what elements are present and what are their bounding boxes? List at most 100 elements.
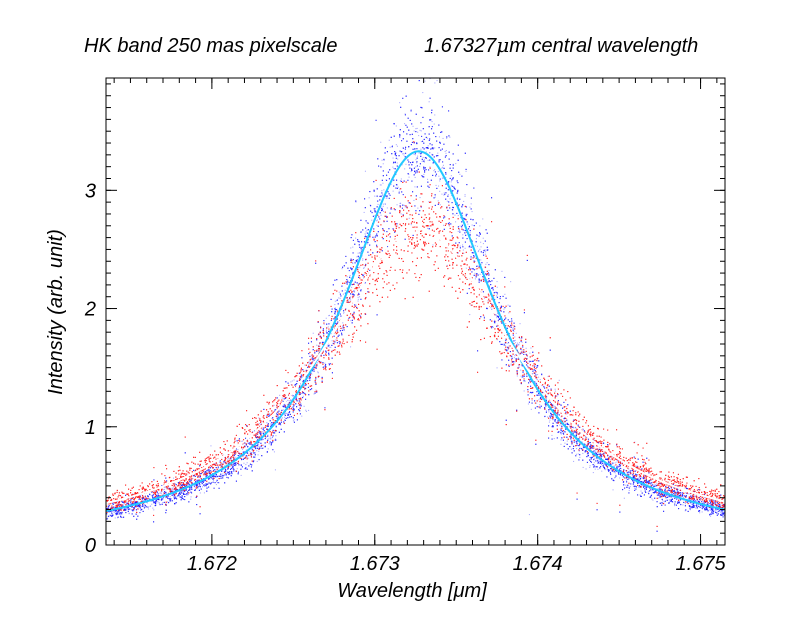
scatter-point bbox=[690, 496, 692, 498]
scatter-point bbox=[179, 492, 181, 494]
scatter-point bbox=[607, 469, 609, 471]
scatter-point bbox=[562, 420, 564, 422]
scatter-point bbox=[413, 43, 414, 44]
scatter-point bbox=[640, 490, 642, 492]
scatter-point bbox=[109, 508, 111, 510]
scatter-point bbox=[434, 196, 436, 198]
scatter-point bbox=[474, 245, 476, 247]
scatter-point bbox=[416, 142, 418, 144]
scatter-point bbox=[569, 436, 571, 438]
scatter-point bbox=[446, 137, 448, 139]
scatter-point bbox=[183, 492, 185, 494]
scatter-point bbox=[702, 502, 704, 504]
scatter-point bbox=[712, 511, 714, 513]
scatter-point bbox=[715, 504, 717, 506]
scatter-point bbox=[720, 512, 722, 514]
scatter-point bbox=[449, 136, 451, 138]
scatter-point bbox=[127, 508, 129, 510]
scatter-point bbox=[543, 395, 545, 397]
scatter-point bbox=[423, 159, 425, 161]
scatter-point bbox=[152, 497, 154, 499]
scatter-point bbox=[195, 481, 197, 483]
scatter-point bbox=[158, 502, 160, 504]
scatter-point bbox=[342, 293, 344, 295]
scatter-point bbox=[614, 472, 616, 474]
scatter-point bbox=[160, 493, 162, 495]
scatter-point bbox=[302, 381, 304, 383]
scatter-point bbox=[512, 328, 514, 330]
scatter-point bbox=[304, 389, 306, 391]
scatter-point bbox=[274, 409, 276, 411]
scatter-point bbox=[324, 362, 326, 364]
scatter-point bbox=[608, 470, 610, 472]
scatter-point bbox=[122, 516, 124, 518]
scatter-point bbox=[634, 441, 636, 443]
scatter-point bbox=[589, 465, 591, 467]
scatter-point bbox=[693, 499, 695, 501]
scatter-point bbox=[534, 359, 536, 361]
scatter-point bbox=[150, 505, 152, 507]
scatter-point bbox=[175, 492, 177, 494]
scatter-point bbox=[565, 423, 567, 425]
scatter-point bbox=[180, 496, 182, 498]
scatter-point bbox=[417, 207, 419, 209]
scatter-point bbox=[376, 220, 378, 222]
scatter-point bbox=[582, 428, 584, 430]
scatter-point bbox=[328, 344, 330, 346]
scatter-point bbox=[302, 392, 304, 394]
scatter-point bbox=[254, 446, 256, 448]
scatter-point bbox=[470, 304, 472, 306]
scatter-point bbox=[603, 453, 605, 455]
scatter-point bbox=[682, 494, 684, 496]
scatter-point bbox=[381, 190, 383, 192]
scatter-point bbox=[189, 488, 191, 490]
scatter-point bbox=[625, 484, 627, 486]
scatter-point bbox=[488, 273, 490, 275]
scatter-point bbox=[221, 463, 223, 465]
scatter-point bbox=[417, 131, 419, 133]
scatter-point bbox=[270, 438, 272, 440]
scatter-point bbox=[617, 471, 619, 473]
scatter-point bbox=[402, 153, 404, 155]
scatter-point bbox=[354, 291, 356, 293]
scatter-point bbox=[538, 399, 540, 401]
scatter-point bbox=[541, 384, 543, 386]
scatter-point bbox=[146, 496, 148, 498]
scatter-point bbox=[198, 476, 200, 478]
scatter-point bbox=[526, 356, 528, 358]
scatter-point bbox=[549, 419, 551, 421]
scatter-point bbox=[251, 447, 253, 449]
scatter-point bbox=[719, 505, 721, 507]
scatter-point bbox=[445, 150, 447, 152]
scatter-layer bbox=[106, 43, 725, 532]
scatter-point bbox=[151, 503, 153, 505]
scatter-point bbox=[116, 511, 118, 513]
scatter-point bbox=[284, 416, 286, 418]
scatter-point bbox=[405, 163, 407, 165]
scatter-point bbox=[656, 530, 658, 532]
scatter-point bbox=[579, 445, 581, 447]
scatter-point bbox=[642, 484, 644, 486]
scatter-point bbox=[650, 483, 652, 485]
scatter-point bbox=[158, 495, 160, 497]
scatter-point bbox=[348, 299, 350, 301]
scatter-point bbox=[187, 494, 189, 496]
scatter-point bbox=[585, 468, 587, 470]
scatter-point bbox=[485, 263, 487, 265]
scatter-point bbox=[364, 170, 366, 172]
scatter-point bbox=[484, 249, 486, 251]
scatter-point bbox=[301, 376, 303, 378]
scatter-point bbox=[414, 176, 416, 178]
scatter-point bbox=[648, 490, 650, 492]
scatter-point bbox=[393, 168, 395, 170]
scatter-point bbox=[601, 470, 603, 472]
scatter-point bbox=[357, 269, 359, 271]
scatter-point bbox=[628, 478, 630, 480]
scatter-point bbox=[459, 225, 461, 227]
scatter-point bbox=[595, 466, 597, 468]
scatter-point bbox=[308, 361, 310, 363]
scatter-point bbox=[695, 505, 697, 507]
scatter-point bbox=[557, 421, 559, 423]
scatter-point bbox=[707, 502, 709, 504]
scatter-point bbox=[531, 400, 533, 402]
